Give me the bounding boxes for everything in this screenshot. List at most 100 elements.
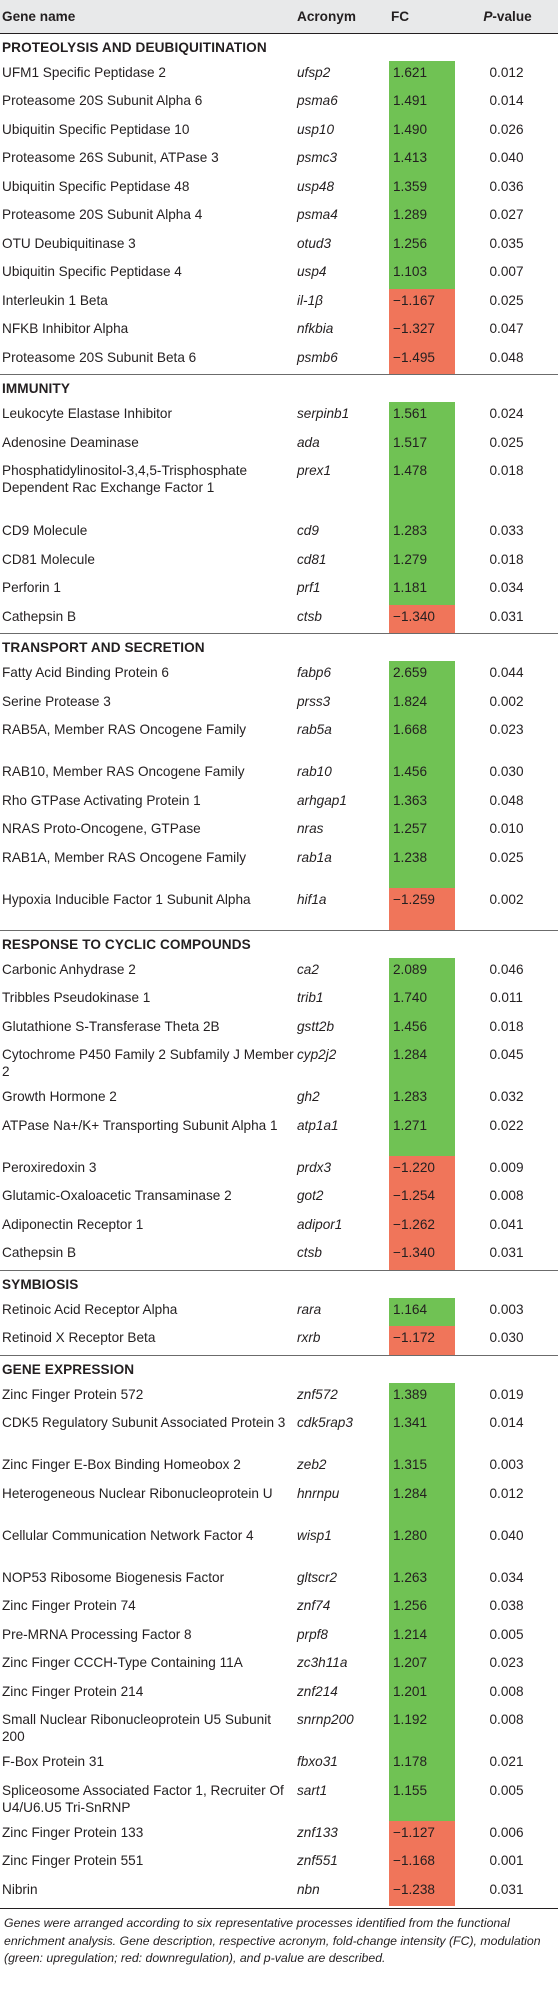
acronym-cell: psmc3 <box>297 150 338 165</box>
fc-cell-downregulated: −1.172 <box>389 1326 455 1355</box>
fc-cell-upregulated: 1.155 <box>389 1778 455 1821</box>
table-row: Cathepsin B ctsb −1.340 0.031 <box>0 1241 558 1270</box>
table-footnote: Genes were arranged according to six rep… <box>4 1916 541 1965</box>
table-row: F-Box Protein 31 fbxo31 1.178 0.021 <box>0 1750 558 1779</box>
gene-name-cell: Proteasome 20S Subunit Alpha 4 <box>2 207 203 222</box>
gene-name-cell: RAB10, Member RAS Oncogene Family <box>2 764 245 779</box>
gene-name-cell: RAB5A, Member RAS Oncogene Family <box>2 722 247 737</box>
table-row: Fatty Acid Binding Protein 6 fabp6 2.659 0.… <box>0 661 558 690</box>
fc-cell-upregulated: 1.214 <box>389 1622 455 1651</box>
fc-cell-downregulated: −1.262 <box>389 1212 455 1241</box>
gene-name-cell: Zinc Finger E-Box Binding Homeobox 2 <box>2 1457 241 1472</box>
acronym-cell: sart1 <box>297 1782 328 1798</box>
table-row: Tribbles Pseudokinase 1 trib1 1.740 0.011 <box>0 986 558 1015</box>
gene-name-cell: Glutathione S-Transferase Theta 2B <box>2 1018 220 1034</box>
header-pvalue-p: P <box>483 8 493 24</box>
acronym-cell: prss3 <box>297 693 331 709</box>
header-row: Gene name Acronym FC P-value <box>0 0 558 33</box>
pvalue-cell: 0.038 <box>489 1598 524 1613</box>
gene-name-cell: Tribbles Pseudokinase 1 <box>2 990 151 1005</box>
acronym-cell: ufsp2 <box>297 64 331 80</box>
fc-cell-upregulated: 1.283 <box>389 1085 455 1114</box>
section-header-row: TRANSPORT AND SECRETION <box>0 633 558 662</box>
acronym-cell: psma6 <box>297 93 338 108</box>
fc-cell-upregulated: 1.456 <box>389 760 455 789</box>
pvalue-cell: 0.034 <box>489 580 524 595</box>
table-row: ATPase Na+/K+ Transporting Subunit Alpha… <box>0 1113 558 1156</box>
table-row: Spliceosome Associated Factor 1, Recruit… <box>0 1778 558 1821</box>
fc-cell-upregulated: 1.256 <box>389 231 455 260</box>
fc-cell-downregulated: −1.495 <box>389 345 455 375</box>
gene-name-cell: Phosphatidylinositol-3,4,5-Trisphosphate… <box>2 463 248 495</box>
gene-name-cell: Zinc Finger Protein 133 <box>2 1824 144 1840</box>
gene-name-cell: Retinoic Acid Receptor Alpha <box>2 1301 178 1317</box>
fc-cell-downregulated: −1.327 <box>389 317 455 346</box>
gene-name-cell: Ubiquitin Specific Peptidase 4 <box>2 264 182 279</box>
gene-name-cell: Proteasome 20S Subunit Beta 6 <box>2 349 197 365</box>
pvalue-cell: 0.005 <box>489 1626 524 1642</box>
section-header-row: IMMUNITY <box>0 374 558 403</box>
pvalue-cell: 0.034 <box>489 1569 524 1585</box>
acronym-cell: wisp1 <box>297 1527 332 1543</box>
gene-name-cell: Perforin 1 <box>2 580 61 595</box>
fc-cell-downregulated: −1.167 <box>389 288 455 317</box>
pvalue-cell: 0.040 <box>489 1527 524 1543</box>
table-row: RAB1A, Member RAS Oncogene Family rab1a 1.… <box>0 845 558 888</box>
acronym-cell: psmb6 <box>297 349 338 365</box>
acronym-cell: otud3 <box>297 235 332 251</box>
gene-name-cell: Zinc Finger Protein 214 <box>2 1683 144 1699</box>
table-row: Retinoid X Receptor Beta rxrb −1.172 0.030 <box>0 1326 558 1355</box>
pvalue-cell: 0.001 <box>489 1853 524 1868</box>
acronym-cell: zeb2 <box>297 1457 327 1472</box>
table-row: Zinc Finger E-Box Binding Homeobox 2 zeb2… <box>0 1453 558 1482</box>
section-title: PROTEOLYSIS AND DEUBIQUITINATION <box>2 39 267 55</box>
gene-name-cell: Growth Hormone 2 <box>2 1089 117 1104</box>
gene-name-cell: ATPase Na+/K+ Transporting Subunit Alpha… <box>2 1117 278 1133</box>
table-row: Ubiquitin Specific Peptidase 10 usp10 1.49… <box>0 117 558 146</box>
table-row: Glutamic-Oxaloacetic Transaminase 2 got2 −… <box>0 1184 558 1213</box>
acronym-cell: atp1a1 <box>297 1117 339 1133</box>
gene-name-cell: NOP53 Ribosome Biogenesis Factor <box>2 1569 225 1585</box>
gene-name-cell: F-Box Protein 31 <box>2 1754 104 1769</box>
pvalue-cell: 0.030 <box>489 764 524 779</box>
pvalue-cell: 0.027 <box>489 207 524 222</box>
gene-name-cell: CD81 Molecule <box>2 551 95 567</box>
table-row: Zinc Finger Protein 551 znf551 −1.168 0.001 <box>0 1849 558 1878</box>
table-row: Phosphatidylinositol-3,4,5-Trisphosphate… <box>0 459 558 519</box>
fc-cell-upregulated: 1.181 <box>389 576 455 605</box>
gene-name-cell: Cytochrome P450 Family 2 Subfamily J Mem… <box>2 1047 294 1079</box>
fc-cell-upregulated: 1.517 <box>389 430 455 459</box>
table-header: Gene name Acronym FC P-value <box>0 0 558 33</box>
pvalue-cell: 0.023 <box>489 722 524 737</box>
pvalue-cell: 0.018 <box>489 551 524 567</box>
pvalue-cell: 0.041 <box>489 1216 524 1232</box>
acronym-cell: trib1 <box>297 990 324 1005</box>
acronym-cell: usp10 <box>297 121 335 137</box>
pvalue-cell: 0.012 <box>489 1485 524 1501</box>
table-row: OTU Deubiquitinase 3 otud3 1.256 0.035 <box>0 231 558 260</box>
pvalue-cell: 0.046 <box>489 961 524 977</box>
header-acronym: Acronym <box>297 8 356 24</box>
table-row: Rho GTPase Activating Protein 1 arhgap1 1.… <box>0 788 558 817</box>
pvalue-cell: 0.008 <box>489 1712 524 1727</box>
acronym-cell: cd9 <box>297 523 319 538</box>
fc-cell-downregulated: −1.340 <box>389 604 455 634</box>
fc-cell-upregulated: 1.103 <box>389 260 455 289</box>
acronym-cell: ctsb <box>297 608 322 624</box>
acronym-cell: hif1a <box>297 891 327 907</box>
acronym-cell: rab5a <box>297 722 332 737</box>
pvalue-cell: 0.031 <box>489 1245 524 1260</box>
gene-name-cell: RAB1A, Member RAS Oncogene Family <box>2 849 247 865</box>
fc-cell-upregulated: 1.283 <box>389 519 455 548</box>
acronym-cell: rara <box>297 1301 322 1317</box>
section-title: GENE EXPRESSION <box>2 1361 135 1377</box>
pvalue-cell: 0.031 <box>489 608 524 624</box>
gene-name-cell: CD9 Molecule <box>2 523 88 538</box>
fc-cell-upregulated: 1.478 <box>389 459 455 519</box>
pvalue-cell: 0.023 <box>489 1655 524 1670</box>
gene-name-cell: Hypoxia Inducible Factor 1 Subunit Alpha <box>2 891 251 907</box>
fc-cell-upregulated: 1.284 <box>389 1043 455 1085</box>
fc-cell-upregulated: 1.491 <box>389 89 455 118</box>
pvalue-cell: 0.025 <box>489 434 524 450</box>
